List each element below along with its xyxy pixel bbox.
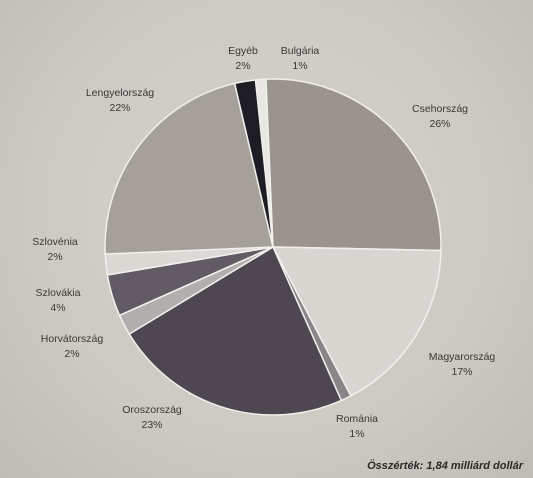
slice-value-label-2: 17% — [451, 366, 472, 378]
pie-slice-4 — [128, 245, 343, 416]
slice-label-5: Horvátország — [41, 333, 104, 345]
slice-label-7: Szlovénia — [32, 236, 78, 248]
pie-labels: Bulgária 1% Csehország 26% Magyarország 17% Ro… — [32, 45, 495, 440]
slice-label-9: Egyéb — [228, 45, 258, 57]
slice-label-0: Bulgária — [281, 45, 320, 57]
pie-slice-8 — [104, 82, 274, 255]
pie-slice-2 — [271, 246, 442, 397]
slice-value-label-7: 2% — [47, 251, 62, 263]
total-value-note: Összérték: 1,84 milliárd dollár — [367, 460, 523, 472]
slice-value-label-5: 2% — [64, 348, 79, 360]
slice-value-label-1: 26% — [429, 118, 450, 130]
pie-slice-9 — [233, 79, 274, 248]
slice-value-label-8: 22% — [109, 102, 130, 114]
slice-value-label-9: 2% — [235, 60, 250, 72]
slice-value-label-4: 23% — [141, 419, 162, 431]
slice-label-6: Szlovákia — [36, 287, 81, 299]
slice-label-8: Lengyelország — [86, 87, 154, 99]
slice-label-4: Oroszország — [122, 404, 182, 416]
slice-label-2: Magyarország — [429, 351, 496, 363]
slice-value-label-3: 1% — [349, 428, 364, 440]
pie-slices — [104, 78, 442, 416]
slice-label-3: Románia — [336, 413, 378, 425]
slice-label-1: Csehország — [412, 103, 468, 115]
slice-value-label-0: 1% — [292, 60, 307, 72]
slice-value-label-6: 4% — [50, 302, 65, 314]
pie-slice-1 — [265, 78, 442, 252]
